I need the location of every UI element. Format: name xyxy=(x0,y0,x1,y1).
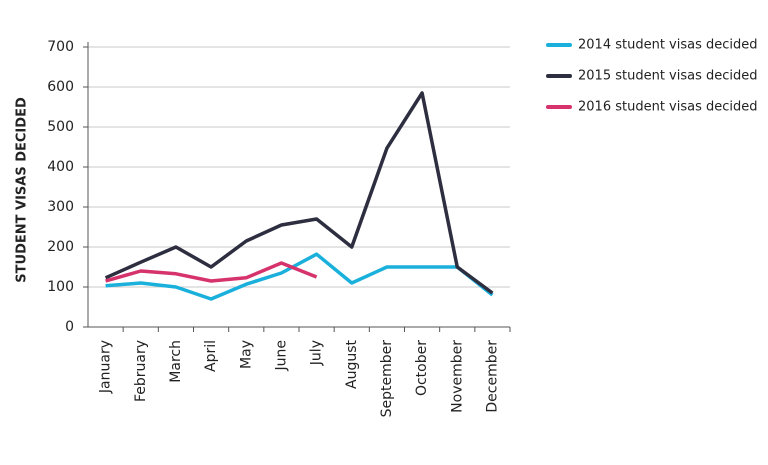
x-tick-label: June xyxy=(273,340,289,372)
series-line xyxy=(105,252,494,301)
y-tick-label: 600 xyxy=(47,79,74,95)
x-tick-label: February xyxy=(133,340,149,402)
series-line xyxy=(105,261,318,283)
x-tick-label: January xyxy=(98,340,114,394)
series-line xyxy=(104,91,494,295)
y-axis-label: STUDENT VISAS DECIDED xyxy=(15,97,30,283)
x-tick-label: May xyxy=(238,340,254,369)
x-tick-label: October xyxy=(414,340,430,396)
y-tick-label: 500 xyxy=(47,119,74,135)
x-tick-label: September xyxy=(379,340,395,418)
legend-label: 2014 student visas decided xyxy=(578,38,758,53)
y-tick-label: 0 xyxy=(65,319,74,335)
legend-label: 2016 student visas decided xyxy=(578,100,758,115)
x-tick-label: November xyxy=(449,340,465,413)
x-tick-label: December xyxy=(484,340,500,413)
y-tick-label: 200 xyxy=(47,239,74,255)
y-tick-label: 100 xyxy=(47,279,74,295)
y-tick-label: 400 xyxy=(47,159,74,175)
legend-label: 2015 student visas decided xyxy=(578,69,758,84)
y-tick-label: 300 xyxy=(47,199,74,215)
x-tick-label: August xyxy=(344,339,360,389)
y-tick-label: 700 xyxy=(47,39,74,55)
x-tick-label: July xyxy=(309,340,325,366)
x-tick-label: March xyxy=(168,340,184,383)
x-tick-label: April xyxy=(203,340,219,372)
